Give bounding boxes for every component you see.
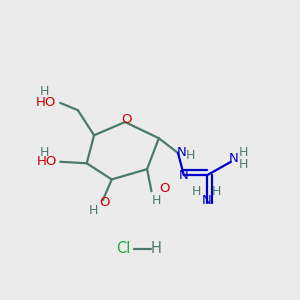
Text: H: H <box>239 146 248 159</box>
Text: H: H <box>39 85 49 98</box>
Text: O: O <box>99 196 110 209</box>
Text: HO: HO <box>35 96 56 110</box>
Text: N: N <box>179 169 188 182</box>
Text: H: H <box>40 146 50 159</box>
Text: H: H <box>89 204 98 217</box>
Text: H: H <box>151 241 161 256</box>
Text: H: H <box>186 149 195 162</box>
Text: N: N <box>177 146 186 159</box>
Text: O: O <box>160 182 170 195</box>
Text: Cl: Cl <box>116 241 131 256</box>
Text: N: N <box>229 152 238 165</box>
Text: H: H <box>212 185 221 198</box>
Text: H: H <box>152 194 161 207</box>
Text: N: N <box>202 194 212 207</box>
Text: H: H <box>191 185 201 198</box>
Text: HO: HO <box>37 155 57 168</box>
Text: O: O <box>121 113 132 126</box>
Text: H: H <box>239 158 248 171</box>
